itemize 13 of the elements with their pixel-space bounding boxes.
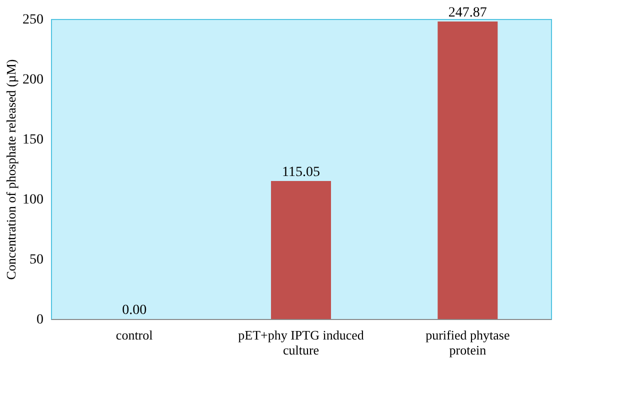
data-label: 115.05 xyxy=(282,164,320,180)
x-tick-label: pET+phy IPTG induced culture xyxy=(238,328,364,358)
y-tick-label: 150 xyxy=(22,132,44,148)
y-tick-label: 100 xyxy=(22,192,44,208)
data-label: 247.87 xyxy=(448,6,487,21)
y-tick-label: 0 xyxy=(36,312,44,328)
y-tick-label: 50 xyxy=(30,252,44,268)
data-label: 0.00 xyxy=(122,303,147,318)
y-axis-title: Concentration of phosphate released (µM) xyxy=(4,59,18,280)
y-tick-label: 200 xyxy=(22,72,44,88)
y-tick-label: 250 xyxy=(22,12,44,28)
x-tick-label: purified phytase protein xyxy=(426,328,510,358)
x-tick-label: control xyxy=(116,328,154,342)
